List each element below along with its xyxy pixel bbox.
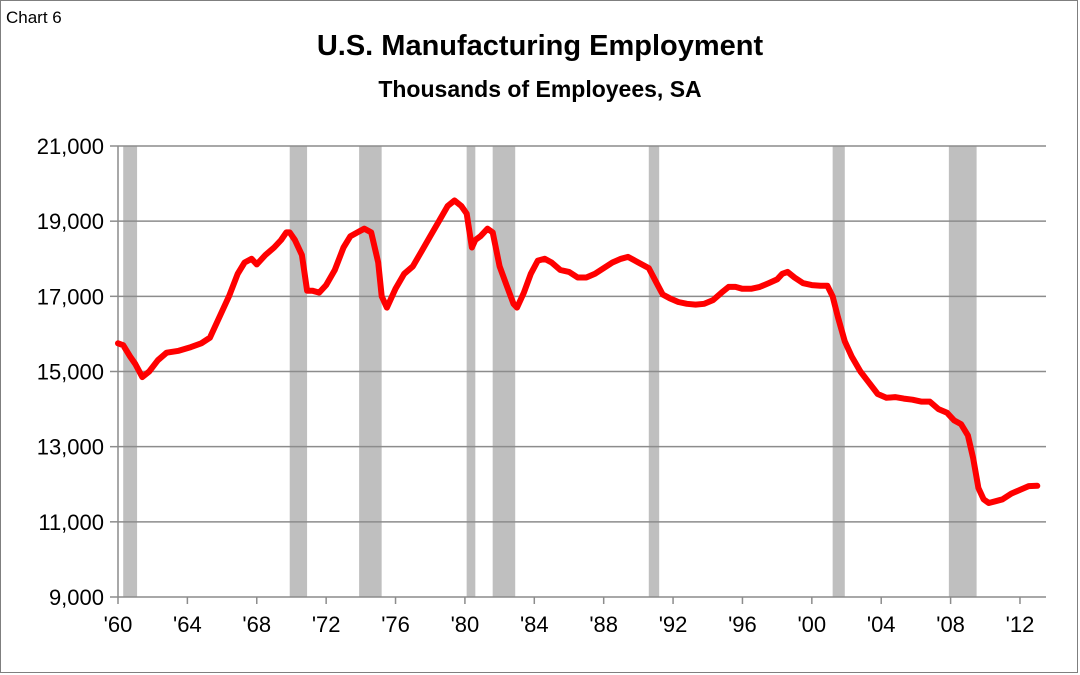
series-layer <box>115 197 1041 506</box>
x-tick-label: '88 <box>589 612 618 637</box>
x-tick-label: '76 <box>381 612 410 637</box>
x-tick-label: '64 <box>173 612 202 637</box>
series-line <box>115 197 1041 506</box>
x-tick-label: '04 <box>867 612 896 637</box>
x-tick-label: '08 <box>936 612 965 637</box>
x-tick-label: '96 <box>728 612 757 637</box>
x-tick-label: '60 <box>104 612 133 637</box>
y-tick-label: 9,000 <box>49 585 104 610</box>
y-tick-label: 17,000 <box>37 284 104 309</box>
chart-subtitle: Thousands of Employees, SA <box>378 76 702 102</box>
x-tick-label: '68 <box>242 612 271 637</box>
x-tick-label: '92 <box>659 612 688 637</box>
x-tick-label: '80 <box>451 612 480 637</box>
chart-number-label: Chart 6 <box>6 8 62 27</box>
y-tick-label: 19,000 <box>37 209 104 234</box>
y-tick-label: 13,000 <box>37 435 104 460</box>
tick-labels: 9,000 11,000 13,000 15,000 17,000 19,000 21,00… <box>37 134 1035 637</box>
y-tick-label: 11,000 <box>38 510 104 535</box>
y-tick-label: 15,000 <box>37 360 104 385</box>
axes <box>110 145 1046 604</box>
chart-title: U.S. Manufacturing Employment <box>316 30 764 62</box>
x-tick-label: '12 <box>1006 612 1035 637</box>
x-tick-label: '72 <box>312 612 341 637</box>
gridlines <box>118 145 1046 523</box>
x-tick-label: '84 <box>520 612 549 637</box>
y-tick-label: 21,000 <box>37 134 104 159</box>
x-tick-label: '00 <box>797 612 826 637</box>
